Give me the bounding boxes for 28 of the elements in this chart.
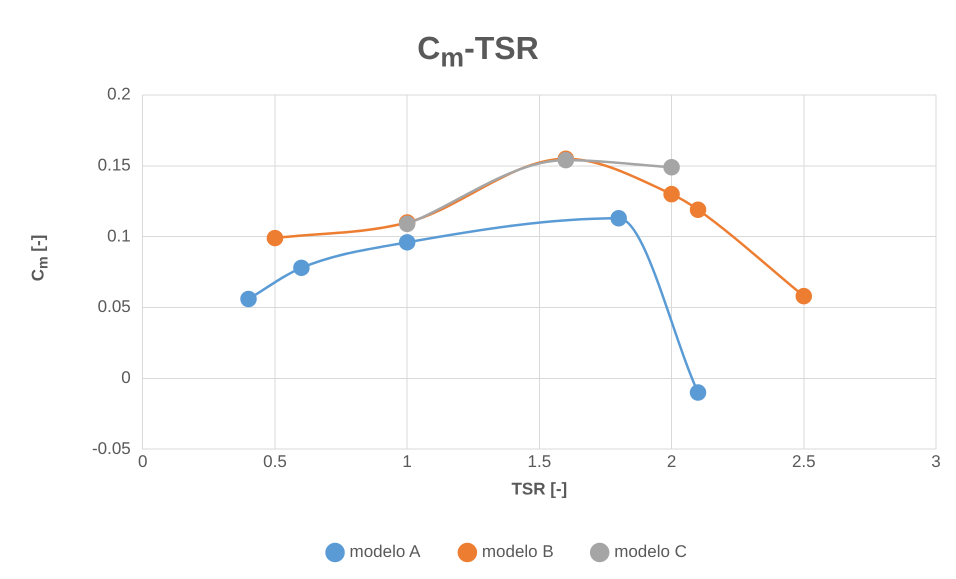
point [398, 234, 416, 251]
y-tick-label: 0.1 [107, 226, 131, 246]
x-tick-label: 2.5 [792, 452, 816, 472]
point [663, 186, 680, 202]
point [610, 210, 627, 227]
point [663, 159, 680, 176]
y-tick-label: -0.05 [92, 438, 131, 458]
point [690, 384, 706, 401]
chart-title: C$_{m}$-TSR [416, 30, 540, 74]
x-tick-label: 1 [402, 452, 412, 472]
legend-label: modelo A [350, 542, 422, 562]
x-tick-label: 0 [138, 452, 148, 472]
point [240, 290, 257, 308]
x-tick-label: 3 [931, 452, 941, 472]
point [293, 260, 310, 276]
y-tick-label: 0.2 [107, 84, 131, 104]
point [690, 202, 706, 218]
y-tick-label: 0.05 [98, 297, 131, 316]
legend-label: modelo C [614, 542, 687, 562]
point [266, 230, 284, 246]
x-tick-label: 1.5 [528, 452, 552, 472]
y-tick-label: 0.15 [98, 156, 131, 175]
point [796, 288, 812, 304]
y-tick-label: 0 [121, 368, 131, 388]
x-tick-label: 2 [666, 452, 676, 472]
x-axis-title: TSR [-] [512, 479, 568, 498]
x-tick-label: 0.5 [263, 452, 287, 472]
legend-label: modelo B [482, 542, 554, 562]
